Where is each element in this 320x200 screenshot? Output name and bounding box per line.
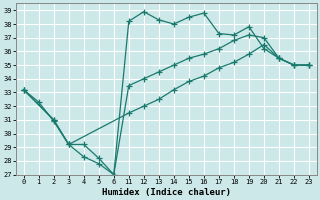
X-axis label: Humidex (Indice chaleur): Humidex (Indice chaleur): [102, 188, 231, 197]
